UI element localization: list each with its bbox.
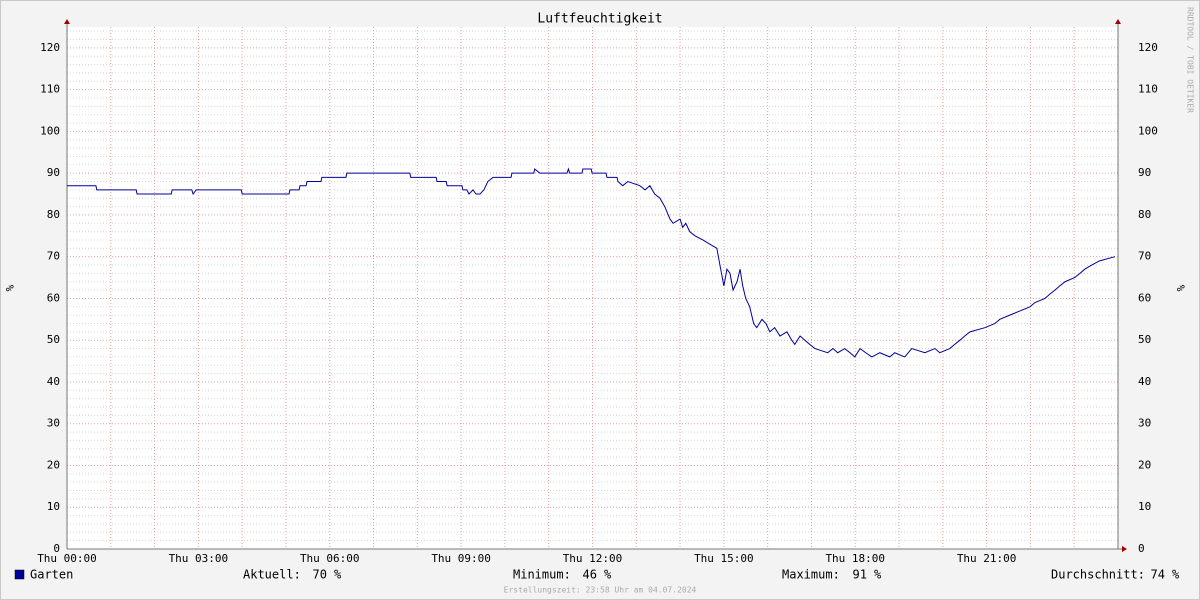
stat-unit: %	[604, 568, 612, 582]
y-axis-label-right: %	[1174, 285, 1187, 292]
x-tick-label: Thu 03:00	[169, 552, 229, 565]
stat-value: 74	[1151, 568, 1165, 582]
y-tick-label: 60	[47, 291, 60, 304]
axes	[64, 19, 1127, 552]
axis-arrow	[1115, 19, 1121, 24]
y-tick-label: 40	[47, 375, 60, 388]
y-axis-label: %	[3, 285, 16, 292]
y-tick-label-right: 40	[1138, 375, 1151, 388]
y-tick-label: 110	[40, 83, 60, 96]
y-tick-label: 100	[40, 124, 60, 137]
stat-unit: %	[1172, 568, 1180, 582]
y-tick-label: 0	[53, 542, 60, 555]
y-tick-label: 30	[47, 417, 60, 430]
y-tick-label: 50	[47, 333, 60, 346]
y-tick-label-right: 0	[1138, 542, 1145, 555]
y-tick-label: 120	[40, 41, 60, 54]
x-tick-label: Thu 00:00	[37, 552, 97, 565]
y-tick-label-right: 110	[1138, 83, 1158, 96]
y-tick-label-right: 10	[1138, 500, 1151, 513]
footer: Erstellungszeit: 23:58 Uhr am 04.07.2024	[504, 586, 697, 595]
stat-unit: %	[334, 568, 342, 582]
stat-unit: %	[874, 568, 882, 582]
y-tick-label: 90	[47, 166, 60, 179]
stat-label: Maximum:	[782, 568, 840, 582]
y-tick-label-right: 80	[1138, 208, 1151, 221]
y-tick-label-right: 30	[1138, 417, 1151, 430]
x-tick-label: Thu 21:00	[957, 552, 1017, 565]
y-tick-label: 80	[47, 208, 60, 221]
y-tick-label-right: 20	[1138, 458, 1151, 471]
y-tick-label-right: 60	[1138, 291, 1151, 304]
y-tick-label-right: 50	[1138, 333, 1151, 346]
y-tick-label: 10	[47, 500, 60, 513]
stat-value: 91	[853, 568, 867, 582]
x-tick-label: Thu 09:00	[431, 552, 491, 565]
stat-label: Durchschnitt:	[1051, 568, 1145, 582]
legend-swatch	[14, 569, 25, 580]
legend-label: Garten	[30, 568, 73, 582]
y-tick-label-right: 90	[1138, 166, 1151, 179]
axis-arrow	[1122, 546, 1127, 552]
data-line	[67, 167, 1116, 358]
x-tick-label: Thu 12:00	[563, 552, 623, 565]
grid	[66, 27, 1118, 550]
stat-value: 46	[583, 568, 597, 582]
y-tick-label: 70	[47, 250, 60, 263]
y-tick-label: 20	[47, 458, 60, 471]
stat-label: Aktuell:	[243, 568, 301, 582]
stat-label: Minimum:	[513, 568, 571, 582]
y-tick-label-right: 70	[1138, 250, 1151, 263]
x-tick-label: Thu 06:00	[300, 552, 360, 565]
stat-value: 70	[313, 568, 327, 582]
x-tick-label: Thu 15:00	[694, 552, 754, 565]
chart-title: Luftfeuchtigkeit	[537, 12, 662, 27]
watermark: RRDTOOL / TOBI OETIKER	[1186, 7, 1195, 113]
y-tick-label-right: 120	[1138, 41, 1158, 54]
y-tick-label-right: 100	[1138, 124, 1158, 137]
x-tick-label: Thu 18:00	[825, 552, 885, 565]
axis-arrow	[64, 19, 70, 24]
